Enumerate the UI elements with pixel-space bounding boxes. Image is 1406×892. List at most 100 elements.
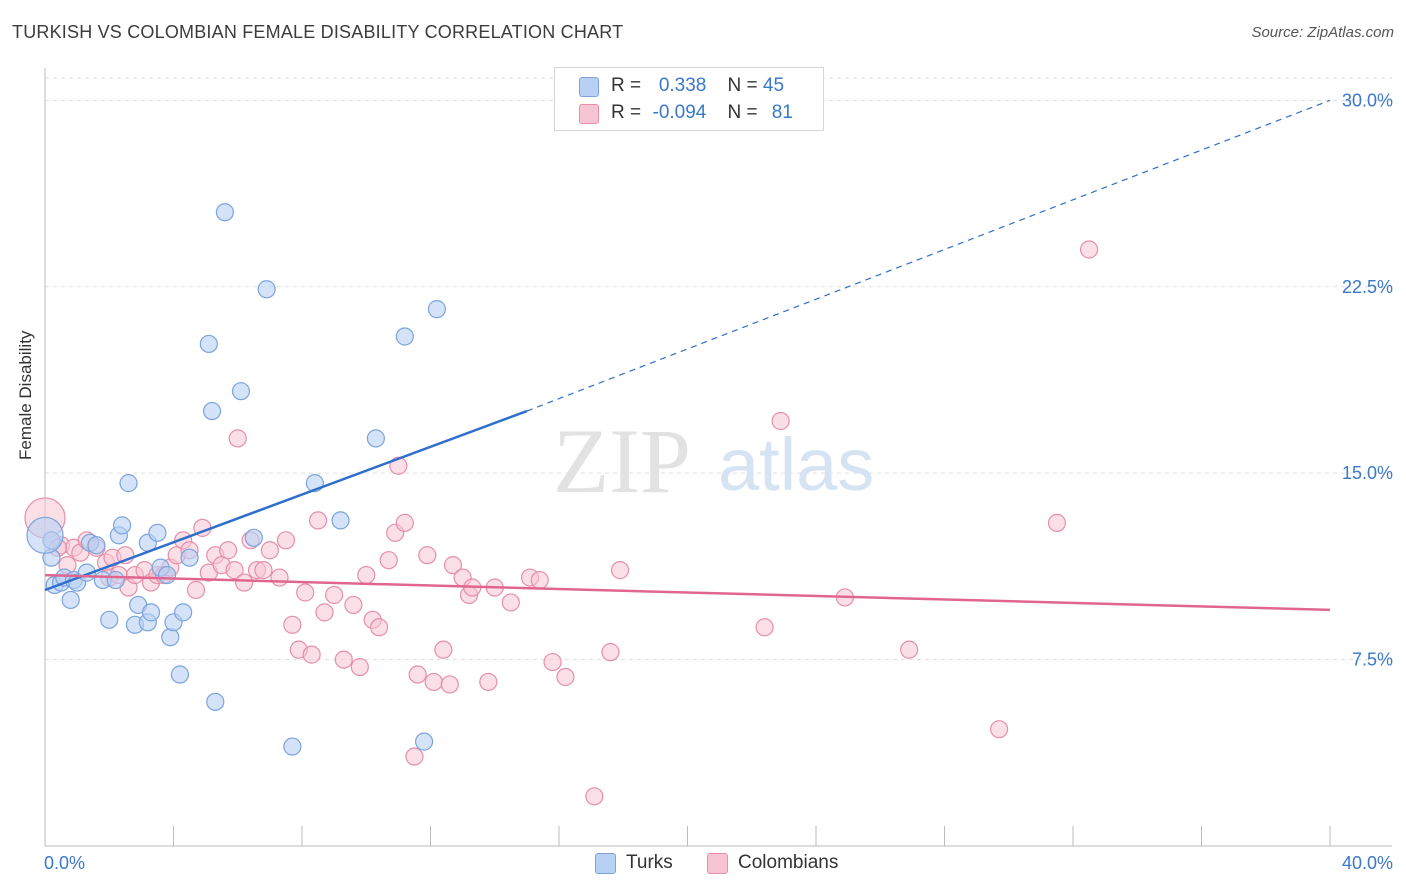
- turks-r-value: 0.338: [658, 75, 707, 96]
- colombians-point: [440, 675, 459, 694]
- colombians-point: [325, 585, 344, 605]
- colombians-point: [418, 546, 437, 565]
- colombians-point: [443, 556, 463, 575]
- colombians-n-label: N =: [727, 102, 763, 123]
- colombians-point: [408, 665, 427, 684]
- x-tick-label: 0.0%: [44, 853, 85, 873]
- turks-point: [244, 528, 263, 547]
- turks-r-label: R =: [611, 75, 647, 96]
- colombians-point: [370, 618, 389, 637]
- turks-point: [174, 603, 193, 622]
- colombians-point: [260, 541, 279, 560]
- colombians-point: [501, 593, 520, 612]
- source-label: Source: ZipAtlas.com: [1251, 24, 1394, 41]
- turks-point: [414, 732, 434, 751]
- colombians-point: [334, 650, 353, 669]
- colombians-point: [315, 603, 334, 622]
- colombians-r-value: -0.094: [652, 102, 707, 123]
- colombians-point: [219, 541, 238, 560]
- turks-point: [202, 401, 222, 421]
- turks-point: [106, 570, 125, 590]
- colombians-point: [357, 565, 376, 585]
- y-tick-label: 22.5%: [1342, 277, 1393, 297]
- turks-n-label: N =: [727, 75, 763, 96]
- turks-point: [61, 590, 80, 610]
- colombians-point: [900, 640, 919, 659]
- colombians-legend-swatch: [707, 853, 728, 874]
- y-tick-label: 30.0%: [1342, 90, 1393, 110]
- turks-point: [170, 665, 190, 684]
- gridlines: [45, 77, 1392, 661]
- turks-point: [427, 300, 447, 319]
- colombians-point: [225, 561, 244, 580]
- y-tick-label: 7.5%: [1352, 650, 1393, 670]
- colombians-point: [1079, 240, 1099, 259]
- turks-point: [231, 382, 251, 401]
- turks-point: [366, 429, 385, 448]
- colombians-point: [771, 411, 790, 431]
- turks-point: [119, 474, 138, 493]
- turks-point: [395, 327, 414, 346]
- colombians-point: [601, 643, 620, 662]
- turks-point: [199, 334, 218, 354]
- trend-lines: [44, 99, 1331, 612]
- colombians-point: [395, 513, 414, 532]
- turks-n-value: 45: [762, 75, 785, 96]
- colombians-point: [990, 720, 1009, 739]
- colombians-point: [296, 583, 315, 602]
- colombians-point: [479, 672, 498, 692]
- colombians-r-label: R =: [611, 102, 647, 123]
- colombians-point: [186, 580, 206, 600]
- colombians-point: [755, 618, 774, 637]
- colombians-point: [302, 645, 321, 664]
- colombians-point: [405, 747, 424, 766]
- colombians-point: [434, 640, 453, 659]
- turks-point: [157, 565, 177, 585]
- colombians-point: [585, 787, 604, 806]
- colombians-point: [556, 667, 575, 687]
- x-tick-label: 40.0%: [1342, 853, 1393, 873]
- colombians-point: [1047, 513, 1067, 532]
- turks-point: [257, 280, 276, 299]
- turks-point: [100, 610, 119, 629]
- watermark: ZIP atlas: [553, 410, 874, 512]
- colombians-trend-line: [44, 573, 1331, 612]
- turks-swatch: [579, 77, 599, 97]
- turks-point: [26, 516, 64, 554]
- turks-point: [141, 603, 161, 622]
- axes: [44, 68, 1392, 847]
- turks-point: [87, 536, 106, 555]
- turks-point: [331, 511, 350, 530]
- y-axis-label: Female Disability: [16, 330, 35, 460]
- colombians-legend-label: Colombians: [738, 852, 839, 873]
- colombians-point: [350, 657, 369, 677]
- colombians-point: [530, 570, 549, 590]
- colombians-swatch: [579, 104, 599, 124]
- colombians-point: [235, 573, 254, 592]
- chart-title: TURKISH VS COLOMBIAN FEMALE DISABILITY C…: [12, 22, 624, 42]
- colombians-point: [543, 652, 562, 672]
- tick-labels: 7.5% 15.0% 22.5% 30.0% 0.0% 40.0%: [44, 90, 1393, 873]
- colombians-point: [270, 568, 289, 587]
- colombians-point: [276, 531, 296, 550]
- turks-point: [161, 628, 180, 647]
- turks-point: [206, 692, 225, 711]
- colombians-point: [308, 511, 328, 530]
- colombians-n-value: 81: [771, 102, 793, 123]
- correlation-legend: R = 0.338 N = 45 R = -0.094 N = 81: [554, 67, 824, 131]
- y-tick-label: 15.0%: [1342, 463, 1393, 483]
- colombians-point: [424, 672, 443, 692]
- turks-legend-swatch: [595, 853, 616, 874]
- turks-point: [180, 548, 199, 567]
- watermark-zip: ZIP: [553, 410, 691, 512]
- turks-point: [283, 737, 302, 756]
- colombians-point: [610, 561, 630, 580]
- turks-legend-label: Turks: [626, 852, 673, 873]
- turks-trend-extension: [526, 99, 1331, 412]
- watermark-atlas: atlas: [718, 423, 874, 506]
- colombians-point: [283, 615, 302, 634]
- colombians-point: [254, 561, 273, 580]
- colombians-point: [228, 429, 247, 448]
- turks-point: [112, 516, 132, 535]
